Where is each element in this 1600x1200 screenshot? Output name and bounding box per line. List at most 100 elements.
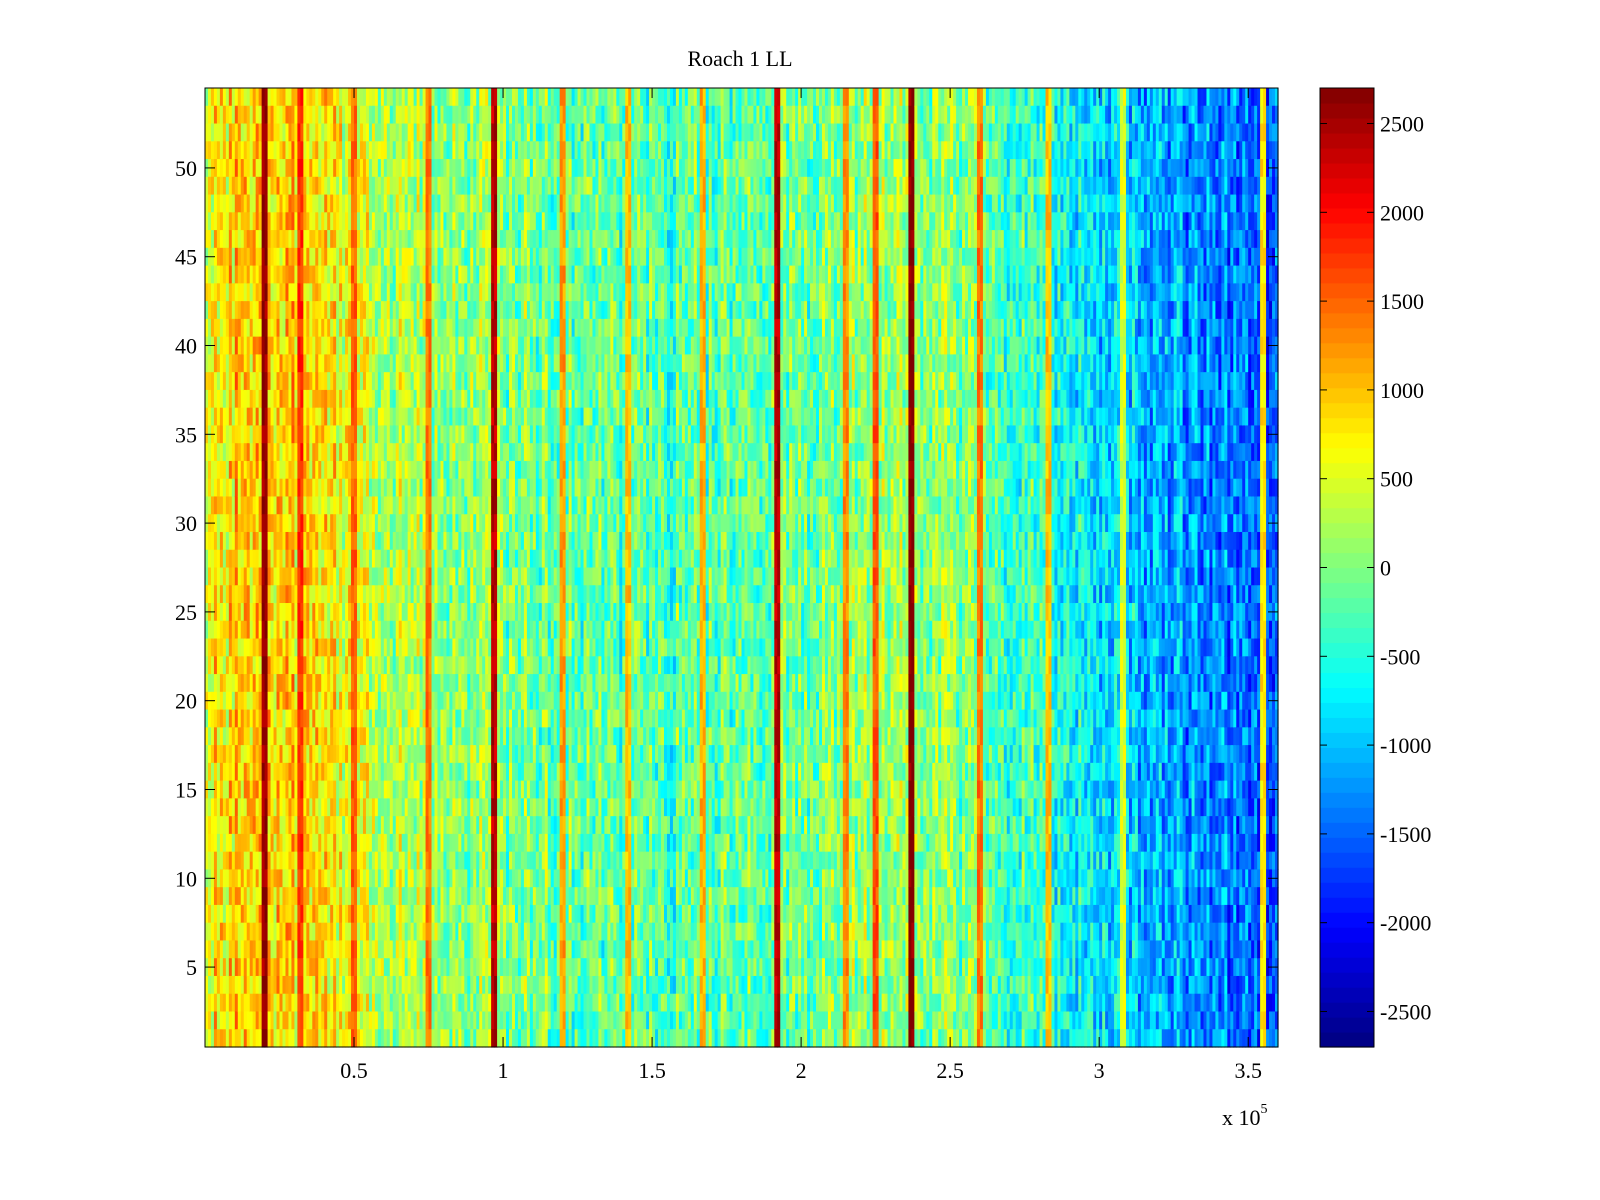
heatmap-cell [315, 549, 319, 569]
heatmap-cell [267, 887, 272, 906]
heatmap-cell [255, 531, 260, 551]
heatmap-cell [300, 372, 304, 391]
heatmap-cell [243, 247, 248, 267]
heatmap-cell [264, 265, 269, 284]
heatmap-cell [306, 656, 310, 675]
heatmap-cell [306, 904, 310, 924]
heatmap-cell [288, 833, 293, 853]
heatmap-cell [258, 638, 263, 657]
heatmap-cell [279, 958, 284, 977]
heatmap-cell [297, 727, 301, 746]
heatmap-cell [270, 833, 275, 853]
heatmap-cell [297, 904, 301, 924]
heatmap-cell [300, 212, 304, 231]
heatmap-cell [297, 283, 301, 302]
heatmap-cell [246, 478, 251, 498]
heatmap-cell [213, 904, 218, 924]
heatmap-cell [300, 869, 304, 888]
heatmap-cell [303, 567, 307, 586]
heatmap-cell [300, 265, 304, 284]
heatmap-cell [288, 283, 293, 302]
heatmap-cell [225, 620, 230, 640]
heatmap-cell [237, 620, 242, 640]
heatmap-cell [240, 869, 245, 888]
heatmap-cell [312, 887, 316, 906]
heatmap-cell [240, 993, 245, 1013]
heatmap-cell [273, 230, 278, 249]
heatmap-cell [228, 265, 233, 284]
heatmap-cell [234, 922, 239, 942]
heatmap-cell [249, 869, 254, 888]
heatmap-cell [267, 247, 272, 267]
heatmap-cell [207, 709, 212, 728]
heatmap-cell [237, 443, 242, 462]
heatmap-cell [282, 1029, 287, 1048]
heatmap-cell [276, 620, 281, 640]
heatmap-cell [312, 141, 316, 160]
heatmap-cell [240, 567, 245, 586]
heatmap-cell [249, 691, 254, 711]
heatmap-cell [315, 123, 319, 142]
heatmap-cell [288, 478, 293, 498]
heatmap-cell [306, 833, 310, 853]
heatmap-cell [237, 940, 242, 959]
chart-title: Roach 1 LL [687, 46, 792, 71]
heatmap-cell [255, 851, 260, 871]
heatmap-cell [297, 780, 301, 799]
heatmap-cell [225, 780, 230, 799]
heatmap-cell [205, 212, 209, 231]
heatmap-cell [312, 798, 316, 817]
heatmap-cell [273, 212, 278, 231]
heatmap-cell [315, 159, 319, 178]
heatmap-cell [234, 389, 239, 409]
heatmap-cell [255, 88, 260, 107]
heatmap-cell [258, 798, 263, 817]
heatmap-cell [228, 212, 233, 231]
heatmap-cell [222, 194, 227, 213]
heatmap-cell [225, 851, 230, 871]
heatmap-cell [258, 887, 263, 906]
heatmap-cell [297, 585, 301, 604]
heatmap-cell [225, 709, 230, 728]
heatmap-cell [237, 123, 242, 142]
heatmap-cell [306, 318, 310, 338]
heatmap-cell [213, 567, 218, 586]
heatmap-cell [258, 620, 263, 640]
heatmap-cell [294, 531, 298, 551]
heatmap-cell [216, 833, 221, 853]
heatmap-cell [249, 514, 254, 533]
heatmap-cell [243, 549, 248, 569]
heatmap-cell [282, 354, 287, 373]
heatmap-cell [309, 301, 313, 320]
heatmap-cell [231, 674, 236, 693]
heatmap-cell [228, 230, 233, 249]
heatmap-cell [219, 904, 224, 924]
heatmap-cell [219, 869, 224, 888]
heatmap-cell [240, 88, 245, 107]
heatmap-cell [249, 798, 254, 817]
heatmap-cell [219, 922, 224, 942]
heatmap-cell [258, 318, 263, 338]
heatmap-cell [291, 603, 296, 622]
heatmap-cell [255, 336, 260, 355]
heatmap-cell [258, 478, 263, 498]
heatmap-cell [294, 691, 298, 711]
heatmap-cell [282, 922, 287, 942]
heatmap-cell [285, 745, 290, 764]
heatmap-cell [210, 301, 215, 320]
heatmap-cell [267, 194, 272, 213]
heatmap-cell [297, 105, 301, 125]
heatmap-cell [255, 674, 260, 693]
heatmap-cell [255, 1011, 260, 1030]
heatmap-cell [273, 425, 278, 444]
heatmap-cell [309, 247, 313, 267]
heatmap-cell [291, 105, 296, 125]
heatmap-cell [240, 709, 245, 728]
heatmap-cell [237, 674, 242, 693]
heatmap-cell [276, 851, 281, 871]
heatmap-cell [228, 958, 233, 977]
heatmap-cell [306, 549, 310, 569]
heatmap-cell [273, 993, 278, 1013]
heatmap-cell [255, 958, 260, 977]
heatmap-cell [216, 958, 221, 977]
